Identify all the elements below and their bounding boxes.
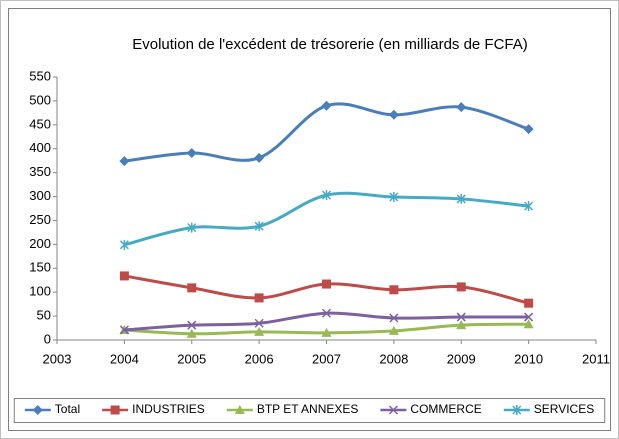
- marker: [456, 282, 466, 292]
- y-tick-label: 550: [29, 68, 51, 83]
- marker: [524, 312, 534, 322]
- legend-marker: [32, 405, 43, 415]
- y-tick-label: 450: [29, 116, 51, 131]
- y-tick-label: 350: [29, 164, 51, 179]
- legend-marker: [234, 405, 245, 414]
- marker: [321, 327, 332, 337]
- marker: [254, 293, 264, 303]
- x-tick-label: 2007: [312, 351, 341, 366]
- legend-label: INDUSTRIES: [132, 402, 205, 416]
- legend-label: BTP ET ANNEXES: [257, 402, 359, 416]
- marker: [322, 279, 331, 289]
- x-tick-label: 2006: [245, 351, 274, 366]
- marker: [254, 221, 264, 232]
- marker: [388, 325, 399, 335]
- marker: [321, 308, 332, 318]
- marker: [186, 328, 197, 338]
- y-tick-label: 400: [29, 140, 51, 155]
- x-tick-label: 2008: [379, 351, 408, 366]
- marker: [456, 193, 466, 204]
- x-tick-label: 2003: [43, 351, 72, 366]
- x-tick-label: 2009: [447, 351, 476, 366]
- marker: [524, 201, 534, 212]
- marker: [389, 285, 399, 295]
- y-tick-label: 250: [29, 212, 51, 227]
- marker: [119, 156, 130, 167]
- marker: [321, 100, 332, 111]
- marker: [254, 318, 264, 328]
- y-tick-label: 150: [29, 260, 51, 275]
- marker: [456, 320, 467, 330]
- chart-title: Evolution de l'excédent de trésorerie (e…: [132, 36, 528, 53]
- marker: [119, 239, 129, 250]
- marker: [187, 320, 197, 330]
- marker: [187, 222, 197, 233]
- chart-border: [8, 8, 611, 431]
- legend-label: SERVICES: [534, 402, 594, 416]
- y-tick-label: 50: [37, 308, 51, 323]
- marker: [119, 271, 129, 281]
- marker: [321, 190, 332, 201]
- marker: [254, 326, 265, 336]
- marker: [456, 102, 467, 113]
- legend-marker: [110, 405, 120, 415]
- y-tick-label: 500: [29, 92, 51, 107]
- y-tick-label: 100: [29, 284, 51, 299]
- x-tick-label: 2004: [110, 351, 139, 366]
- marker: [523, 124, 534, 135]
- marker: [524, 298, 534, 308]
- marker: [119, 325, 129, 335]
- legend-marker: [512, 405, 522, 415]
- y-tick-label: 0: [44, 331, 51, 346]
- x-tick-label: 2011: [582, 351, 610, 366]
- marker: [254, 152, 265, 163]
- y-tick-label: 200: [29, 236, 51, 251]
- legend-marker: [388, 405, 398, 415]
- marker: [456, 312, 466, 322]
- marker: [388, 109, 399, 120]
- y-tick-label: 300: [29, 188, 51, 203]
- marker: [389, 192, 399, 203]
- marker: [186, 148, 197, 159]
- legend-label: COMMERCE: [410, 402, 481, 416]
- marker: [523, 319, 534, 329]
- marker: [187, 283, 197, 293]
- x-tick-label: 2005: [177, 351, 206, 366]
- legend-label: Total: [55, 402, 80, 416]
- x-tick-label: 2010: [514, 351, 543, 366]
- marker: [389, 313, 399, 323]
